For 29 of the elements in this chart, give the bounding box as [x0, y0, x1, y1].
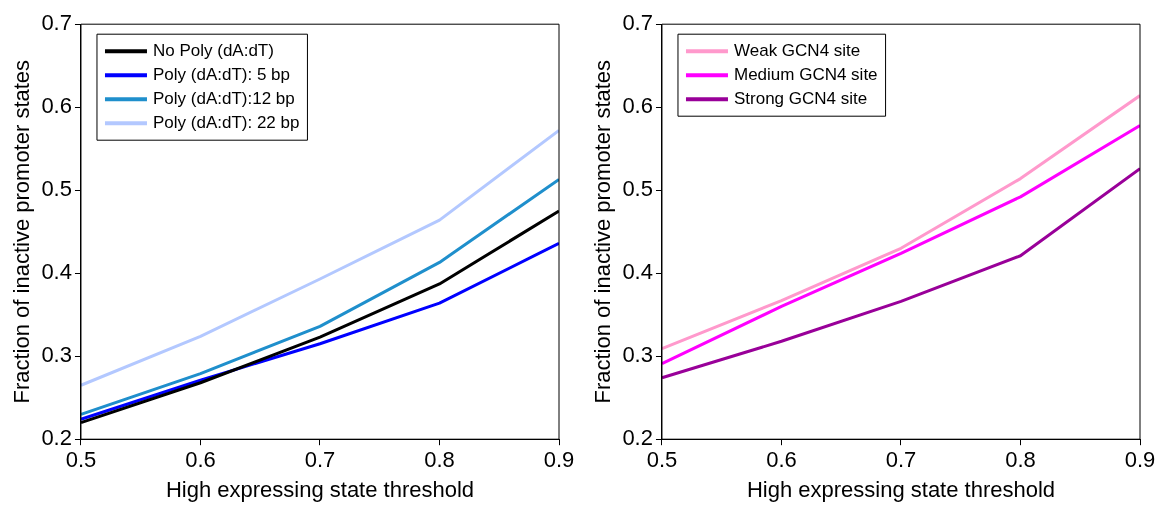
legend-label: Poly (dA:dT):12 bp — [152, 88, 295, 108]
y-tick-label: 0.6 — [41, 93, 72, 119]
x-axis-title: High expressing state threshold — [165, 476, 475, 502]
x-axis-title: High expressing state threshold — [746, 476, 1056, 502]
y-axis-title: Fraction of inactive promoter states — [590, 59, 616, 404]
legend-label: No Poly (dA:dT) — [152, 40, 274, 60]
x-tick-label: 0.8 — [1005, 447, 1036, 473]
legend-label: Strong GCN4 site — [733, 88, 868, 108]
y-axis-title: Fraction of inactive promoter states — [9, 59, 35, 404]
legend-label: Weak GCN4 site — [733, 40, 861, 60]
x-tick-label: 0.9 — [543, 447, 575, 473]
y-tick-label: 0.7 — [622, 10, 653, 36]
x-tick-label: 0.6 — [185, 447, 216, 473]
x-tick-label: 0.6 — [766, 447, 797, 473]
y-tick-label: 0.3 — [41, 342, 72, 368]
y-tick-label: 0.5 — [41, 176, 72, 202]
legend-label: Poly (dA:dT): 22 bp — [152, 112, 300, 132]
legend-label: Medium GCN4 site — [733, 64, 878, 84]
y-tick-label: 0.6 — [622, 93, 653, 119]
y-tick-label: 0.7 — [41, 10, 72, 36]
y-tick-label: 0.3 — [622, 342, 653, 368]
x-tick-label: 0.7 — [304, 447, 336, 473]
x-tick-label: 0.8 — [424, 447, 455, 473]
y-tick-label: 0.4 — [622, 259, 653, 285]
legend-label: Poly (dA:dT): 5 bp — [152, 64, 290, 84]
y-tick-label: 0.4 — [41, 259, 72, 285]
y-tick-label: 0.5 — [622, 176, 653, 202]
x-tick-label: 0.9 — [1124, 447, 1156, 473]
x-tick-label: 0.7 — [885, 447, 917, 473]
